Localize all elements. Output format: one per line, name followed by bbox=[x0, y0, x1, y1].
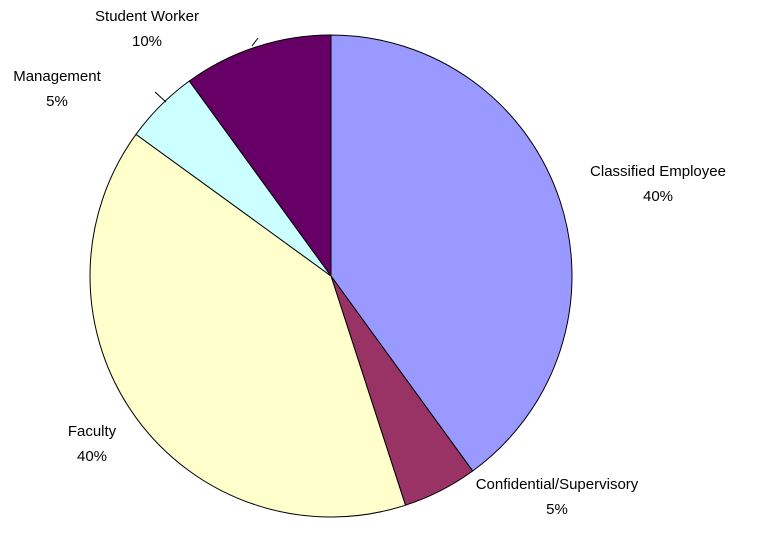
slice-label: Faculty bbox=[68, 423, 117, 440]
slice-value-label: 40% bbox=[643, 188, 673, 205]
slice-label: Management bbox=[13, 68, 101, 85]
slice-label: Classified Employee bbox=[590, 163, 726, 180]
slice-value-label: 5% bbox=[46, 93, 68, 110]
leader-line bbox=[154, 91, 167, 103]
pie-slice bbox=[89, 133, 407, 518]
slice-label: Confidential/Supervisory bbox=[476, 476, 639, 493]
leader-line bbox=[251, 37, 259, 47]
pie-slice bbox=[330, 34, 573, 472]
slice-value-label: 10% bbox=[132, 33, 162, 50]
slice-value-label: 40% bbox=[77, 448, 107, 465]
slice-label: Student Worker bbox=[95, 8, 199, 25]
slice-value-label: 5% bbox=[546, 501, 568, 518]
pie-slice bbox=[188, 34, 332, 278]
